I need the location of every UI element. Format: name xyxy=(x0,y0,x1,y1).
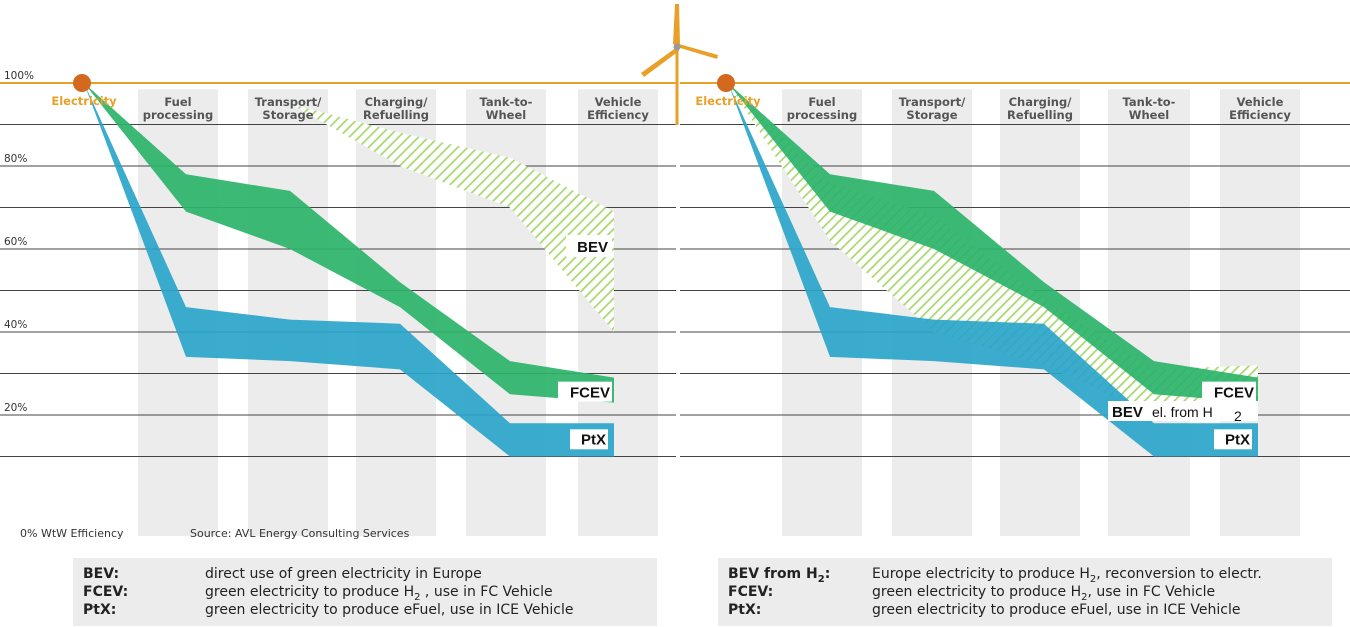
stage-label: Refuelling xyxy=(363,108,429,122)
axis-footer-label: 0% WtW Efficiency xyxy=(20,527,124,540)
y-tick-label: 40% xyxy=(4,319,27,331)
series-label-box xyxy=(1202,381,1256,402)
turbine-blade xyxy=(677,44,718,59)
stage-column xyxy=(578,89,658,536)
legend-desc: green electricity to produce H2, use in … xyxy=(872,584,1216,603)
stage-label: Refuelling xyxy=(1007,108,1073,122)
stage-label: Tank-to- xyxy=(1123,95,1176,109)
turbine-blade xyxy=(641,47,679,77)
stage-label: Charging/ xyxy=(365,95,429,109)
series-label-bev: BEV xyxy=(1112,404,1143,421)
stage-label: Storage xyxy=(262,108,313,122)
stage-column xyxy=(1220,89,1300,536)
stage-label: Vehicle xyxy=(1237,95,1284,109)
series-label-bev: BEV xyxy=(577,239,608,256)
series-label-bev-suffix: el. from H xyxy=(1152,404,1213,420)
legend-desc: direct use of green electricity in Europ… xyxy=(205,566,482,582)
stage-label: Charging/ xyxy=(1009,95,1073,109)
legend-key: PtX: xyxy=(83,602,117,618)
y-tick-label: 100% xyxy=(4,70,34,82)
turbine-hub xyxy=(673,43,681,51)
legend-key: PtX: xyxy=(728,602,762,618)
legend-desc: green electricity to produce H2 , use in… xyxy=(205,584,553,603)
legend-key: BEV: xyxy=(83,566,120,582)
stage-label: Transport/ xyxy=(255,95,322,109)
stage-label: Fuel xyxy=(164,95,191,109)
legend-desc: green electricity to produce eFuel, use … xyxy=(872,602,1241,618)
legend-desc: green electricity to produce eFuel, use … xyxy=(205,602,574,618)
series-label-box xyxy=(570,429,608,450)
origin-dot xyxy=(717,74,735,92)
stage-label: Transport/ xyxy=(899,95,966,109)
wind-turbine-icon xyxy=(641,4,718,125)
stage-label: Vehicle xyxy=(595,95,642,109)
series-label-box xyxy=(1214,429,1252,450)
series-label-ptx: PtX xyxy=(581,431,606,448)
electricity-label: Electricity xyxy=(51,94,117,108)
turbine-tower xyxy=(675,47,679,125)
series-label-box xyxy=(566,235,612,257)
stage-label: processing xyxy=(787,108,857,122)
stage-column xyxy=(1108,89,1190,536)
series-label-fcev: FCEV xyxy=(570,385,610,402)
legend-desc: Europe electricity to produce H2, reconv… xyxy=(872,566,1262,585)
legend-key: BEV from H2: xyxy=(728,566,831,585)
stage-label: processing xyxy=(143,108,213,122)
stage-column xyxy=(248,89,328,536)
y-tick-label: 80% xyxy=(4,153,27,165)
turbine-blade xyxy=(673,4,680,47)
legend-key: FCEV: xyxy=(83,584,129,600)
stage-label: Efficiency xyxy=(1229,108,1291,122)
series-label-box xyxy=(1108,401,1258,421)
stage-label: Wheel xyxy=(1129,108,1169,122)
stage-label: Efficiency xyxy=(587,108,649,122)
stage-label: Tank-to- xyxy=(480,95,533,109)
legend-right: BEV from H2: Europe electricity to produ… xyxy=(718,558,1332,626)
series-area-fcev xyxy=(728,83,1258,403)
source-label: Source: AVL Energy Consulting Services xyxy=(190,527,410,540)
y-tick-label: 60% xyxy=(4,236,27,248)
legend-left: BEV: direct use of green electricity in … xyxy=(73,558,657,626)
series-label-fcev: FCEV xyxy=(1214,385,1254,402)
y-tick-label: 20% xyxy=(4,402,27,414)
stage-label: Fuel xyxy=(808,95,835,109)
series-area-bev xyxy=(84,83,614,332)
legend-key: FCEV: xyxy=(728,584,774,600)
series-area-fcev xyxy=(84,83,614,403)
series-label-box xyxy=(558,381,612,402)
stage-label: Storage xyxy=(906,108,957,122)
stage-label: Wheel xyxy=(486,108,526,122)
electricity-label: Electricity xyxy=(695,94,761,108)
origin-dot xyxy=(73,74,91,92)
series-label-bev-subscript: 2 xyxy=(1234,408,1242,424)
series-label-ptx: PtX xyxy=(1225,431,1250,448)
